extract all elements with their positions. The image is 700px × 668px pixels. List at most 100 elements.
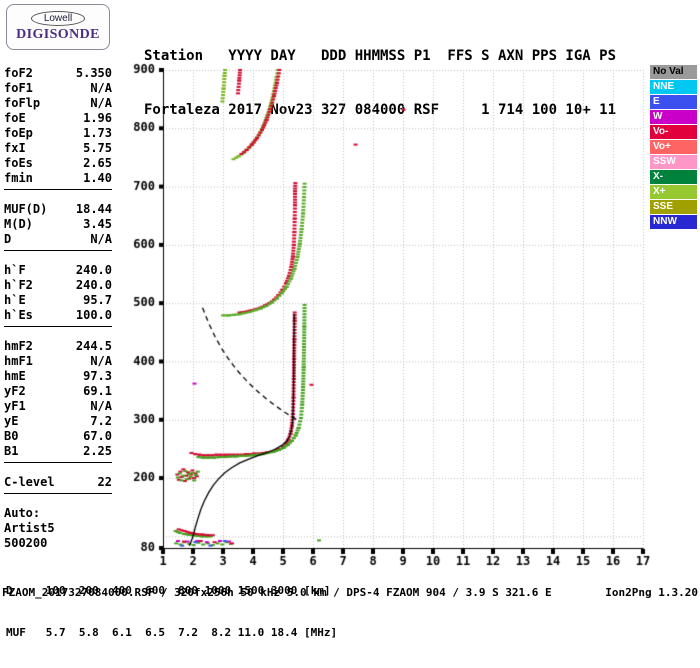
param-label: MUF(D) [4,202,48,216]
param-value: 1.73 [83,126,112,140]
param-row-foes: foEs 2.65 [4,156,112,171]
param-row-hmf1: hmF1 N/A [4,354,112,369]
param-value: 240.0 [75,278,112,292]
param-value: 1.40 [83,171,112,185]
parameter-group: foF2 5.350 foF1 N/A foFlp N/A foE 1.96 foEp 1.73 f… [4,66,112,190]
param-row-yf1: yF1 N/A [4,399,112,414]
param-value: 3.45 [83,217,112,231]
param-row-b0: B0 67.0 [4,429,112,444]
parameter-group: MUF(D) 18.44 M(D) 3.45 D N/A [4,202,112,251]
param-footer-artist5: Artist5 [4,521,55,535]
param-label: yE [4,414,19,428]
param-label: foF1 [4,81,33,95]
param-value: 67.0 [83,429,112,443]
param-row-b1: B1 2.25 [4,444,112,459]
legend-item-no-val: No Val [650,65,697,79]
legend-item-w: W [650,110,697,124]
param-label: foF2 [4,66,33,80]
param-value: 7.2 [90,414,112,428]
param-row-ye: yE 7.2 [4,414,112,429]
legend-item-e: E [650,95,697,109]
legend-item-nne: NNE [650,80,697,94]
param-label: h`Es [4,308,33,322]
param-row-foep: foEp 1.73 [4,126,112,141]
param-row-fof2: foF2 5.350 [4,66,112,81]
parameter-panel: foF2 5.350 foF1 N/A foFlp N/A foE 1.96 foEp 1.73 f… [4,66,112,551]
lowell-logo-text: Lowell [43,13,73,24]
legend-item-x: X+ [650,185,697,199]
digisonde-ionogram-screen: Lowell DIGISONDE Station YYYY DAY DDD HH… [2,4,698,639]
param-value: 18.44 [75,202,112,216]
legend-item-x: X- [650,170,697,184]
param-label: h`F2 [4,278,33,292]
param-row-foflp: foFlp N/A [4,96,112,111]
param-value: 244.5 [75,339,112,353]
lowell-logo-oval: Lowell [30,11,86,26]
param-label: yF1 [4,399,26,413]
param-label: foEp [4,126,33,140]
param-value: N/A [90,399,112,413]
param-row-h-e: h`E 95.7 [4,293,112,308]
param-row-hme: hmE 97.3 [4,369,112,384]
param-row-h-es: h`Es 100.0 [4,308,112,323]
param-label: fmin [4,171,33,185]
ionogram-canvas [115,60,650,575]
param-value: N/A [90,81,112,95]
param-row-yf2: yF2 69.1 [4,384,112,399]
legend-item-sse: SSE [650,200,697,214]
param-value: 240.0 [75,263,112,277]
param-label: D [4,232,12,246]
muf-row: MUF 5.7 5.8 6.1 6.5 7.2 8.2 11.0 18.4 [M… [6,626,338,639]
legend-item-ssw: SSW [650,155,697,169]
param-row-hmf2: hmF2 244.5 [4,339,112,354]
d-row: D 100 200 400 600 800 1000 1500 3000 [km… [6,584,331,597]
param-value: 5.75 [83,141,112,155]
echo-legend: No Val NNE E W Vo- Vo+ SSW X- X+ SSE NNW [650,65,697,230]
digisonde-logo-text: DIGISONDE [16,27,100,42]
param-value: 2.25 [83,444,112,458]
legend-item-vo: Vo- [650,125,697,139]
param-row-muf-d: MUF(D) 18.44 [4,202,112,217]
param-value: N/A [90,232,112,246]
ionogram-plot-area [115,60,650,575]
param-label: yF2 [4,384,26,398]
param-row-foe: foE 1.96 [4,111,112,126]
parameter-group: hmF2 244.5 hmF1 N/A hmE 97.3 yF2 69.1 yF1 N/A yE 7.… [4,339,112,463]
legend-item-vo: Vo+ [650,140,697,154]
status-file-info: FZAOM_2017327084000.RSF / 320fx256h 50 k… [2,586,552,599]
param-value: 69.1 [83,384,112,398]
param-row-m-d: M(D) 3.45 [4,217,112,232]
param-label: hmE [4,369,26,383]
param-label: foE [4,111,26,125]
parameter-group: C-level 22 [4,475,112,494]
param-value: 22 [97,475,112,489]
param-label: foEs [4,156,33,170]
param-label: M(D) [4,217,33,231]
param-footer-auto: Auto: [4,506,41,520]
param-value: 95.7 [83,293,112,307]
param-row-fmin: fmin 1.40 [4,171,112,186]
param-label: hmF1 [4,354,33,368]
status-program-version: Ion2Png 1.3.20 [605,586,698,599]
param-value: N/A [90,354,112,368]
param-label: B0 [4,429,19,443]
param-label: h`E [4,293,26,307]
param-value: 1.96 [83,111,112,125]
param-value: 2.65 [83,156,112,170]
param-value: N/A [90,96,112,110]
lowell-digisonde-logo: Lowell DIGISONDE [6,4,110,50]
param-label: fxI [4,141,26,155]
param-row-c-level: C-level 22 [4,475,112,490]
param-label: hmF2 [4,339,33,353]
parameter-group: h`F 240.0 h`F2 240.0 h`E 95.7 h`Es 100.0 [4,263,112,327]
param-row-h-f: h`F 240.0 [4,263,112,278]
param-row-fof1: foF1 N/A [4,81,112,96]
param-row-d: D N/A [4,232,112,247]
param-label: h`F [4,263,26,277]
param-value: 100.0 [75,308,112,322]
legend-item-nnw: NNW [650,215,697,229]
param-label: foFlp [4,96,41,110]
status-bar: FZAOM_2017327084000.RSF / 320fx256h 50 k… [2,586,698,599]
param-value: 97.3 [83,369,112,383]
param-footer-500200: 500200 [4,536,48,550]
